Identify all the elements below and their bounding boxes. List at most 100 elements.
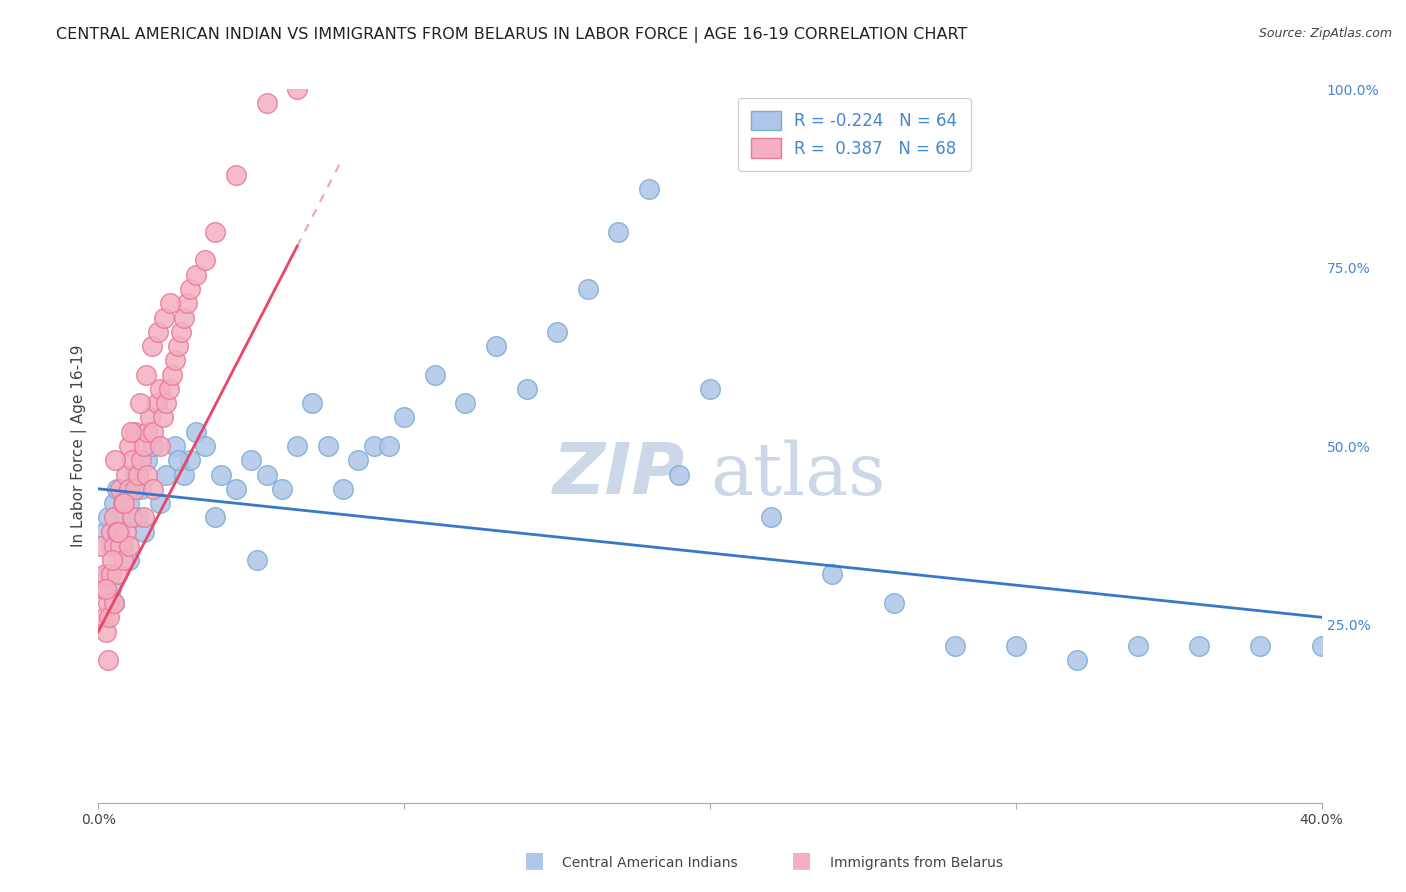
Point: [97, 596, 120, 610]
Point: [378, 439, 401, 453]
Legend: R = -0.224   N = 64, R =  0.387   N = 68: R = -0.224 N = 64, R = 0.387 N = 68: [738, 97, 970, 171]
Point: [173, 467, 195, 482]
Point: [103, 539, 125, 553]
Point: [179, 282, 201, 296]
Point: [111, 553, 134, 567]
Point: [225, 482, 247, 496]
Point: [129, 482, 152, 496]
Point: [186, 425, 208, 439]
Point: [194, 439, 217, 453]
Text: atlas: atlas: [710, 439, 886, 510]
Point: [127, 510, 149, 524]
Point: [111, 496, 134, 510]
Point: [607, 225, 630, 239]
Point: [135, 368, 157, 382]
Point: [103, 596, 125, 610]
Point: [115, 510, 138, 524]
Point: [423, 368, 446, 382]
Point: [149, 382, 172, 396]
Point: [153, 310, 176, 325]
Point: [100, 524, 122, 539]
Point: [94, 624, 117, 639]
Point: [136, 425, 159, 439]
Point: [638, 182, 661, 196]
Point: [105, 567, 128, 582]
Point: [112, 496, 135, 510]
Text: CENTRAL AMERICAN INDIAN VS IMMIGRANTS FROM BELARUS IN LABOR FORCE | AGE 16-19 CO: CENTRAL AMERICAN INDIAN VS IMMIGRANTS FR…: [56, 27, 967, 43]
Point: [108, 539, 131, 553]
Text: Central American Indians: Central American Indians: [562, 855, 738, 870]
Point: [108, 482, 131, 496]
Point: [163, 439, 186, 453]
Point: [256, 467, 278, 482]
Point: [142, 425, 165, 439]
Text: ■: ■: [792, 850, 811, 870]
Point: [120, 425, 142, 439]
Point: [152, 410, 174, 425]
Point: [134, 439, 156, 453]
Point: [392, 410, 416, 425]
Point: [155, 467, 177, 482]
Point: [124, 425, 146, 439]
Point: [157, 382, 180, 396]
Point: [256, 96, 278, 111]
Point: [134, 510, 156, 524]
Point: [179, 453, 201, 467]
Point: [97, 567, 120, 582]
Point: [94, 582, 117, 596]
Point: [136, 453, 159, 467]
Point: [316, 439, 339, 453]
Point: [141, 339, 163, 353]
Point: [105, 482, 128, 496]
Point: [128, 396, 150, 410]
Point: [285, 82, 308, 96]
Point: [103, 510, 125, 524]
Point: [104, 453, 127, 467]
Point: [576, 282, 599, 296]
Point: [209, 467, 232, 482]
Point: [173, 310, 195, 325]
Point: [1004, 639, 1026, 653]
Point: [129, 453, 152, 467]
Point: [118, 439, 141, 453]
Point: [115, 524, 138, 539]
Point: [105, 524, 128, 539]
Point: [363, 439, 385, 453]
Text: Source: ZipAtlas.com: Source: ZipAtlas.com: [1258, 27, 1392, 40]
Point: [124, 482, 146, 496]
Point: [204, 225, 226, 239]
Point: [943, 639, 966, 653]
Point: [332, 482, 354, 496]
Point: [118, 553, 141, 567]
Point: [142, 439, 165, 453]
Point: [1188, 639, 1211, 653]
Point: [194, 253, 217, 268]
Point: [186, 268, 208, 282]
Point: [108, 524, 131, 539]
Point: [103, 496, 125, 510]
Point: [142, 482, 165, 496]
Point: [1250, 639, 1272, 653]
Point: [93, 567, 115, 582]
Point: [97, 653, 120, 667]
Point: [134, 524, 156, 539]
Point: [139, 410, 162, 425]
Point: [118, 539, 141, 553]
Point: [1310, 639, 1333, 653]
Point: [699, 382, 721, 396]
Point: [1066, 653, 1088, 667]
Point: [149, 439, 172, 453]
Point: [97, 510, 120, 524]
Point: [176, 296, 198, 310]
Point: [225, 168, 247, 182]
Point: [163, 353, 186, 368]
Point: [100, 539, 122, 553]
Point: [115, 467, 138, 482]
Point: [1128, 639, 1150, 653]
Point: [167, 453, 190, 467]
Point: [146, 325, 169, 339]
Point: [93, 524, 115, 539]
Text: Immigrants from Belarus: Immigrants from Belarus: [830, 855, 1002, 870]
Text: ZIP: ZIP: [554, 440, 686, 509]
Point: [118, 496, 141, 510]
